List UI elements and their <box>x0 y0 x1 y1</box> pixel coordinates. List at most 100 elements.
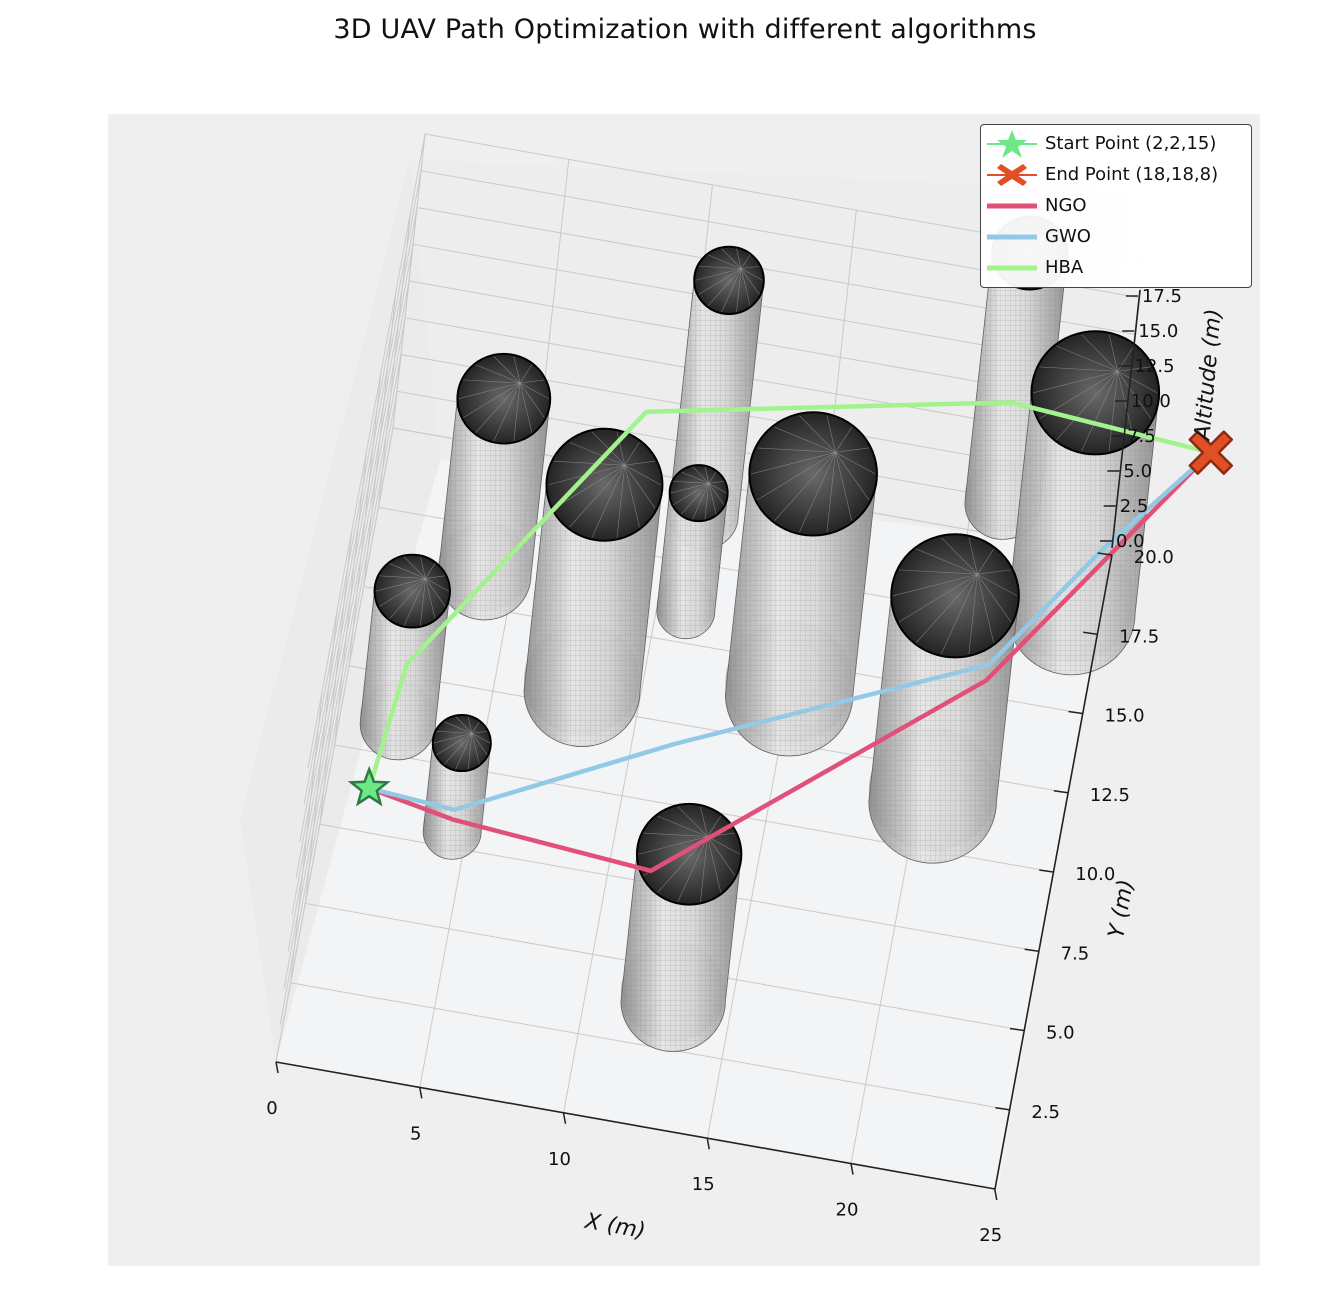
star-icon <box>987 130 1037 158</box>
obstacle-cap-facet <box>403 578 426 626</box>
y-tick-mark <box>1097 552 1112 556</box>
obstacle-cap-facet <box>751 452 836 475</box>
z-tick-label: 17.5 <box>1142 286 1182 307</box>
series-line-gwo <box>366 450 1214 813</box>
obstacle-cap-facet <box>673 483 709 506</box>
obstacle-cap-facet <box>698 268 742 295</box>
z-tick-label: 7.5 <box>1127 426 1156 447</box>
x-tick-label: 10 <box>548 1149 571 1170</box>
obstacle-cap-facet <box>680 483 710 515</box>
legend-item-ngo: NGO <box>981 191 1251 221</box>
grid-line <box>283 353 1120 989</box>
obstacle-cap-facet <box>740 268 751 306</box>
x-tick-label: 0 <box>266 1098 277 1119</box>
obstacle-cylinder <box>656 464 729 640</box>
obstacle-cap-facet <box>553 460 625 466</box>
obstacle-cap-facet <box>692 466 710 484</box>
obstacle-cap <box>373 553 451 629</box>
obstacle-cap-facet <box>670 482 709 494</box>
obstacle-cap-facet <box>444 733 473 765</box>
y-tick-label: 10.0 <box>1075 864 1115 885</box>
obstacle-cap-facet <box>624 442 640 466</box>
obstacle-cap-facet <box>569 441 625 466</box>
obstacle-cap-facet <box>707 815 721 837</box>
x-axis-line <box>275 1061 996 1190</box>
obstacle-cap-facet <box>704 483 710 520</box>
obstacle-cap-facet <box>569 464 625 528</box>
obstacle-mesh <box>656 493 728 639</box>
obstacle-cap <box>456 352 552 445</box>
obstacle-cap-facet <box>471 730 488 734</box>
y-tick-mark <box>1009 1027 1025 1032</box>
y-ticks: 2.5 5.0 7.5 10.0 12.5 15.0 17.5 20.0 <box>995 547 1174 1123</box>
grid-line <box>287 317 1124 952</box>
obstacle-cap-facet <box>977 569 1011 575</box>
obstacle-cap-facet <box>757 452 836 501</box>
obstacle-cap-facet <box>1081 334 1118 372</box>
obstacle-cap-facet <box>1081 371 1118 452</box>
obstacle-cap-facet <box>835 452 870 500</box>
obstacle-cap-facet <box>471 732 491 744</box>
z-tick-label: 15.0 <box>1138 321 1178 342</box>
obstacle-mesh <box>423 743 491 860</box>
obstacle-cap-facet <box>425 578 446 607</box>
start-point-marker <box>347 765 391 807</box>
obstacle-cap-facet <box>471 721 480 734</box>
obstacle-cap-facet <box>1117 371 1152 419</box>
obstacle-cap-facet <box>591 465 626 538</box>
x-tick-mark <box>850 1163 854 1175</box>
obstacle-cap-facet <box>375 578 426 592</box>
obstacle-cap-facet <box>741 265 760 269</box>
obstacle-cap <box>1030 330 1161 456</box>
obstacle-cap-facet <box>463 379 521 384</box>
obstacle-cap-facet <box>379 575 426 579</box>
z-tick-label: 2.5 <box>1120 496 1149 517</box>
obstacle-mesh <box>868 595 1019 864</box>
obstacle-cap <box>693 245 765 315</box>
obstacle-cylinder <box>868 533 1020 864</box>
obstacle-cap <box>668 464 729 523</box>
obstacle-cap-facet <box>708 483 725 506</box>
obstacle-cap-facet <box>799 415 836 453</box>
obstacle-cap-facet <box>420 556 426 579</box>
obstacle-cap-facet <box>740 254 751 269</box>
obstacle-cap <box>890 533 1020 659</box>
obstacle-cap-facet <box>1056 371 1118 440</box>
obstacle-cap-facet <box>1117 366 1152 372</box>
obstacle-cap-facet <box>707 836 722 893</box>
obstacle-cap-facet <box>826 452 836 533</box>
obstacle-cap-facet <box>977 548 994 575</box>
series-line-hba <box>366 400 1214 791</box>
obstacle-cap-facet <box>680 471 709 484</box>
obstacle-mesh <box>620 854 742 1052</box>
grid-line <box>303 170 1140 805</box>
x-tick-label: 15 <box>692 1174 715 1195</box>
obstacle-cap-facet <box>436 733 473 756</box>
obstacle-cap-facet <box>774 426 836 453</box>
obstacle-cap-facet <box>968 537 978 575</box>
y-tick-mark <box>1024 948 1039 952</box>
obstacle-cap-facet <box>707 836 736 876</box>
obstacle-cap-facet <box>704 466 710 484</box>
y-tick-mark <box>1068 710 1083 715</box>
obstacle-cap-facet <box>941 537 978 575</box>
path-markers <box>347 430 1234 807</box>
y-tick-label: 2.5 <box>1031 1102 1060 1123</box>
obstacle-cap-facet <box>513 356 521 384</box>
obstacle-cap-facet <box>1056 345 1118 372</box>
obstacle-cap-facet <box>553 464 625 509</box>
obstacle-cap-facet <box>455 716 473 734</box>
obstacle-cap-facet <box>721 268 742 313</box>
obstacle-cap-facet <box>1033 370 1118 394</box>
y-axis-line <box>994 554 1113 1190</box>
line-swatch-icon <box>987 203 1037 209</box>
obstacle-mesh <box>524 484 663 747</box>
obstacle-cylinder <box>620 802 743 1053</box>
grid-line <box>295 243 1132 879</box>
obstacle-cylinder <box>724 411 878 757</box>
obstacle-cap-facet <box>707 836 740 855</box>
obstacle-cap-facet <box>698 265 742 269</box>
obstacle-cap-facet <box>379 578 426 607</box>
x-ticks: 0 5 10 15 20 25 <box>266 1061 1002 1246</box>
y-tick-label: 20.0 <box>1134 547 1174 568</box>
